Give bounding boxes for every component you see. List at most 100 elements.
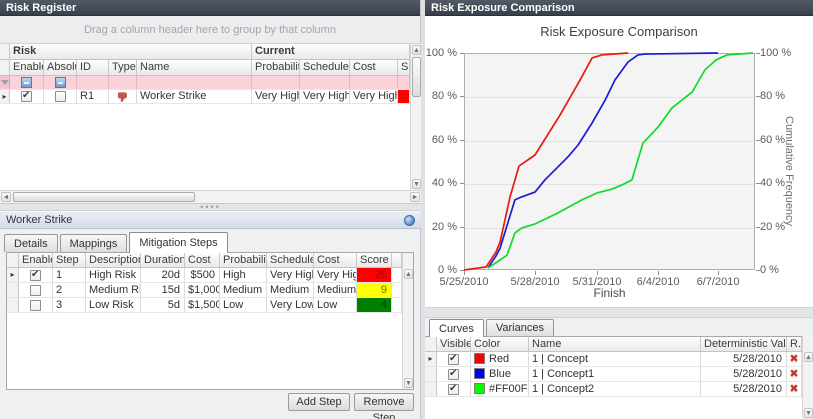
scroll-up-icon[interactable]: ▲ bbox=[804, 352, 813, 362]
absolute-checkbox-cell[interactable] bbox=[44, 90, 77, 103]
visible-checkbox-cell[interactable] bbox=[437, 367, 471, 381]
column-header-score[interactable]: Score bbox=[357, 253, 392, 267]
remove-curve-cell[interactable]: ✖ bbox=[787, 367, 802, 381]
column-header-score[interactable]: Sc bbox=[398, 60, 410, 75]
column-header-visible[interactable]: Visible bbox=[437, 337, 471, 351]
scroll-down-icon[interactable]: ▼ bbox=[404, 378, 413, 388]
column-header-absolute[interactable]: Absolu... bbox=[44, 60, 77, 75]
column-header-color[interactable]: Color bbox=[471, 337, 529, 351]
scroll-thumb[interactable] bbox=[13, 192, 195, 202]
column-header-deterministic-value[interactable]: Deterministic Value bbox=[701, 337, 787, 351]
scroll-thumb[interactable] bbox=[412, 57, 421, 97]
visible-checkbox-cell[interactable] bbox=[437, 382, 471, 396]
risk-schedule-cell: Very High bbox=[300, 90, 350, 103]
filter-cell[interactable] bbox=[252, 76, 300, 89]
checkbox-checked[interactable] bbox=[30, 270, 41, 281]
column-header-duration[interactable]: Duration bbox=[141, 253, 185, 267]
filter-row[interactable] bbox=[0, 76, 410, 90]
column-header-remove[interactable]: R... bbox=[787, 337, 802, 351]
add-step-button[interactable]: Add Step bbox=[288, 393, 350, 411]
risk-row[interactable]: ▸ R1 Worker Strike Very High Very High V… bbox=[0, 90, 410, 104]
mitigation-row[interactable]: 3 Low Risk 5d $1,500 Low Very Low Low 4 bbox=[7, 298, 402, 313]
collapse-pin-icon[interactable] bbox=[404, 215, 415, 226]
filter-cell[interactable] bbox=[350, 76, 398, 89]
scroll-down-icon[interactable]: ▼ bbox=[412, 179, 421, 189]
enabled-checkbox-cell[interactable] bbox=[19, 268, 53, 282]
mitigation-row[interactable]: ▸ 1 High Risk 20d $500 High Very High Ve… bbox=[7, 268, 402, 283]
column-header-type[interactable]: Type bbox=[109, 60, 137, 75]
tab-mappings[interactable]: Mappings bbox=[60, 234, 128, 252]
band-header-current[interactable]: Current bbox=[252, 44, 410, 59]
delete-x-icon[interactable]: ✖ bbox=[789, 369, 798, 380]
delete-x-icon[interactable]: ✖ bbox=[789, 354, 798, 365]
risk-name-cell: Worker Strike bbox=[137, 90, 252, 103]
filter-cell[interactable] bbox=[398, 76, 410, 89]
mitigation-vscrollbar[interactable]: ▲ ▼ bbox=[402, 253, 413, 389]
tab-details[interactable]: Details bbox=[4, 234, 58, 252]
column-header-step[interactable]: Step bbox=[53, 253, 86, 267]
enabled-checkbox-cell[interactable] bbox=[19, 283, 53, 297]
tab-variances[interactable]: Variances bbox=[486, 319, 554, 336]
checkbox-checked[interactable] bbox=[448, 384, 459, 395]
column-header-enabled[interactable]: Enabled bbox=[19, 253, 53, 267]
enabled-checkbox-cell[interactable] bbox=[19, 298, 53, 312]
y-tick-label-right: 80 % bbox=[760, 90, 792, 102]
mitigation-steps-container: Enabled Step Description Duration Cost P… bbox=[6, 252, 414, 390]
checkbox-checked[interactable] bbox=[448, 369, 459, 380]
scroll-left-icon[interactable]: ◄ bbox=[1, 192, 11, 202]
column-header-description[interactable]: Description bbox=[86, 253, 141, 267]
scroll-right-icon[interactable]: ► bbox=[410, 192, 420, 202]
y-tick-mark bbox=[756, 183, 760, 184]
curve-row[interactable]: Blue 1 | Concept1 5/28/2010 ✖ bbox=[425, 367, 802, 382]
column-header-probability[interactable]: Probability bbox=[220, 253, 267, 267]
filter-cell[interactable] bbox=[109, 76, 137, 89]
step-cell: 3 bbox=[53, 298, 86, 312]
group-by-drop-area[interactable]: Drag a column header here to group by th… bbox=[0, 16, 420, 44]
tab-curves[interactable]: Curves bbox=[429, 319, 484, 337]
column-header-enabled[interactable]: Enabled bbox=[10, 60, 44, 75]
curve-row[interactable]: ▸ Red 1 | Concept 5/28/2010 ✖ bbox=[425, 352, 802, 367]
filter-cell[interactable] bbox=[137, 76, 252, 89]
mitigation-row[interactable]: 2 Medium Risk 15d $1,000 Medium Medium M… bbox=[7, 283, 402, 298]
cost-cell: $500 bbox=[185, 268, 220, 282]
x-tick-label: 5/25/2010 bbox=[440, 276, 489, 288]
scroll-down-icon[interactable]: ▼ bbox=[804, 408, 813, 418]
description-cell: Medium Risk bbox=[86, 283, 141, 297]
band-header-risk[interactable]: Risk bbox=[10, 44, 252, 59]
scroll-up-icon[interactable]: ▲ bbox=[404, 269, 413, 279]
grid-corner bbox=[425, 337, 437, 351]
filter-cell[interactable] bbox=[300, 76, 350, 89]
checkbox-unchecked[interactable] bbox=[30, 285, 41, 296]
deterministic-value-cell: 5/28/2010 bbox=[701, 352, 787, 366]
remove-curve-cell[interactable]: ✖ bbox=[787, 382, 802, 396]
detail-panel-title: Worker Strike bbox=[6, 214, 72, 226]
column-header-cost-impact[interactable]: Cost bbox=[314, 253, 357, 267]
column-header-cost[interactable]: Cost bbox=[350, 60, 398, 75]
delete-x-icon[interactable]: ✖ bbox=[789, 384, 798, 395]
visible-checkbox-cell[interactable] bbox=[437, 352, 471, 366]
filter-absolute-cell[interactable] bbox=[44, 76, 77, 89]
column-header-schedule[interactable]: Schedule bbox=[267, 253, 314, 267]
risk-grid-vscrollbar[interactable]: ▲ ▼ bbox=[410, 44, 421, 190]
checkbox-checked[interactable] bbox=[448, 354, 459, 365]
checkbox-checked[interactable] bbox=[21, 91, 32, 102]
chart-grid-divider[interactable] bbox=[425, 308, 813, 318]
checkbox-unchecked[interactable] bbox=[30, 300, 41, 311]
column-header-name[interactable]: Name bbox=[529, 337, 701, 351]
column-header-name[interactable]: Name bbox=[137, 60, 252, 75]
curves-vscrollbar[interactable]: ▲ ▼ bbox=[802, 336, 813, 419]
filter-cell[interactable] bbox=[77, 76, 109, 89]
curve-row[interactable]: #FF00FF00 1 | Concept2 5/28/2010 ✖ bbox=[425, 382, 802, 397]
checkbox-unchecked[interactable] bbox=[55, 91, 66, 102]
tab-mitigation-steps[interactable]: Mitigation Steps bbox=[129, 232, 227, 253]
remove-curve-cell[interactable]: ✖ bbox=[787, 352, 802, 366]
enabled-checkbox-cell[interactable] bbox=[10, 90, 44, 103]
filter-enabled-cell[interactable] bbox=[10, 76, 44, 89]
column-header-schedule[interactable]: Schedule bbox=[300, 60, 350, 75]
scroll-up-icon[interactable]: ▲ bbox=[412, 45, 421, 55]
column-header-probability[interactable]: Probability bbox=[252, 60, 300, 75]
remove-step-button[interactable]: Remove Step bbox=[354, 393, 414, 411]
column-header-cost[interactable]: Cost bbox=[185, 253, 220, 267]
column-header-id[interactable]: ID bbox=[77, 60, 109, 75]
horizontal-splitter[interactable]: •••• bbox=[0, 204, 421, 211]
